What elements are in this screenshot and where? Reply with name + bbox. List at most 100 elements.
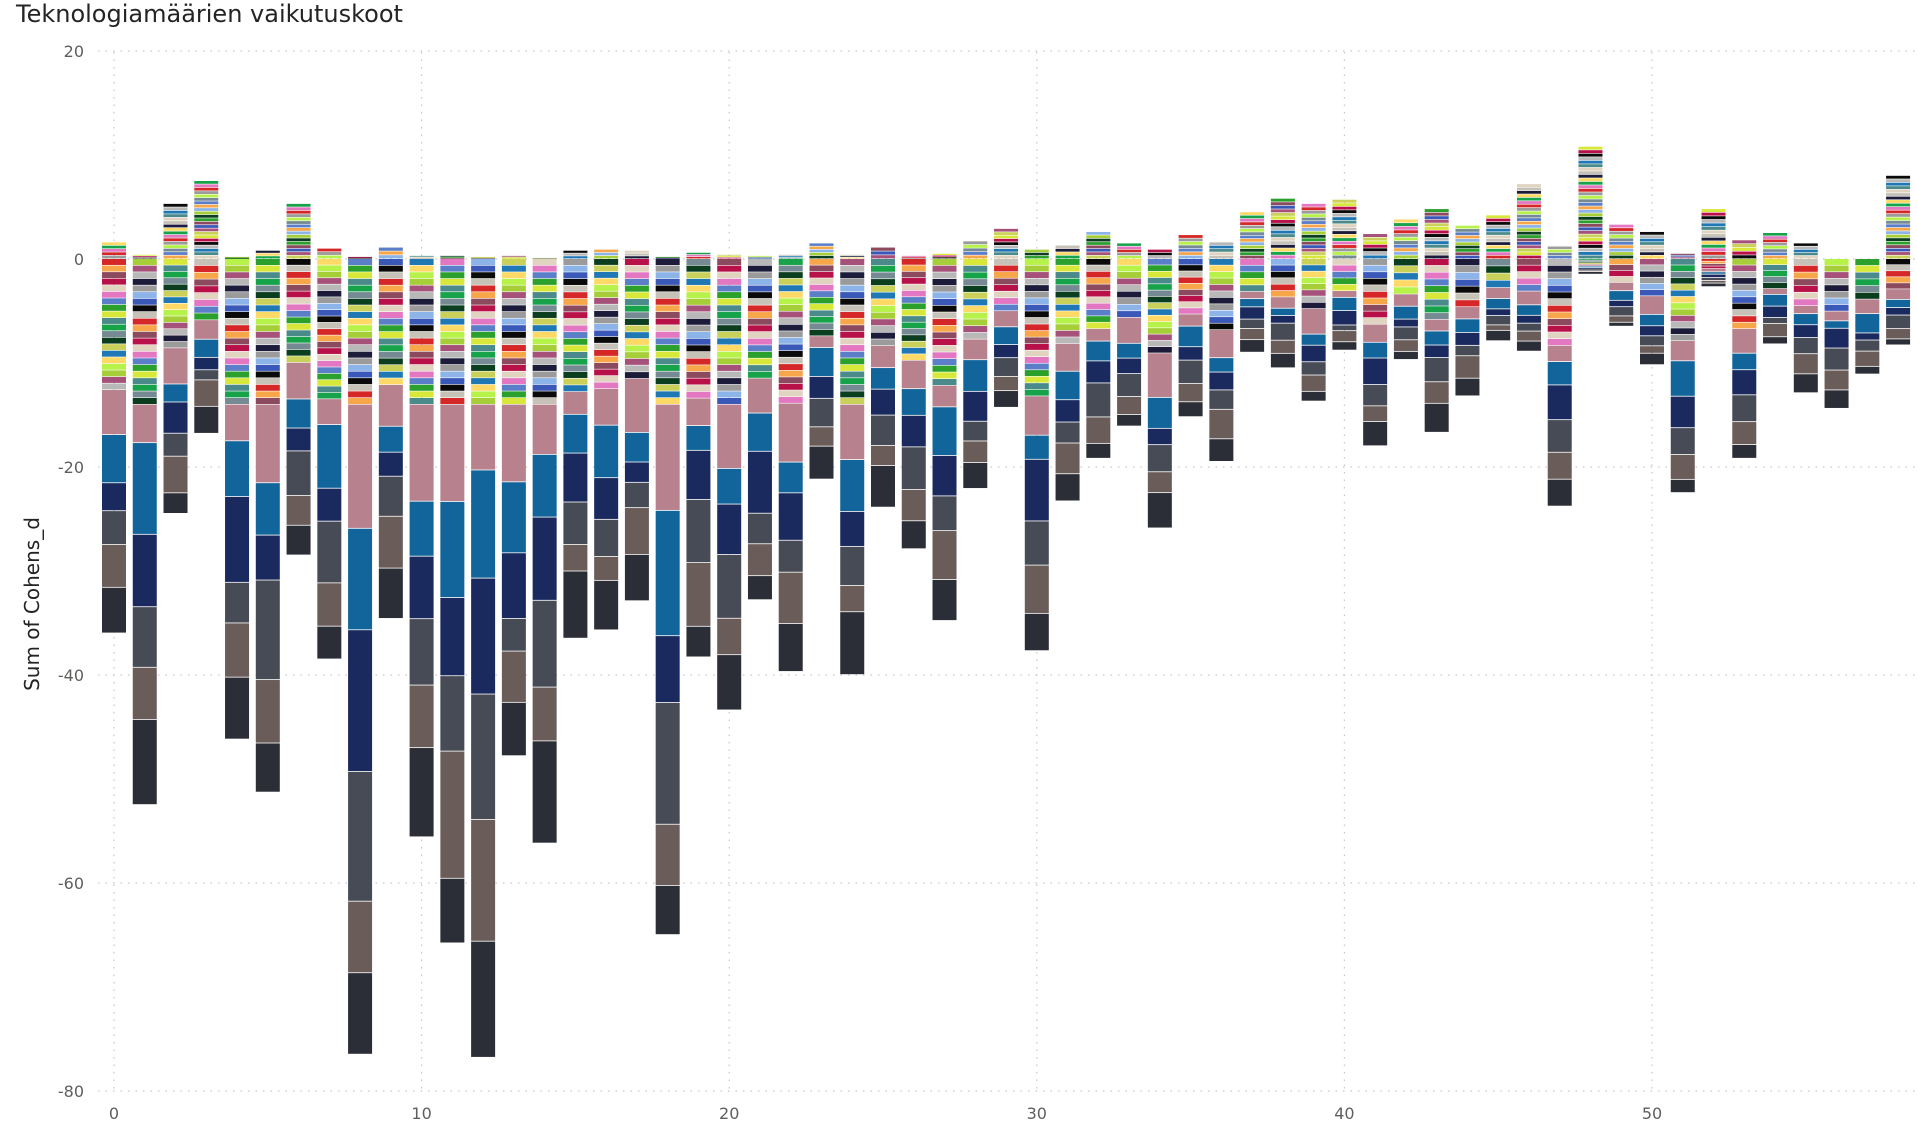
bar-segment-negative bbox=[1486, 298, 1511, 309]
bar-segment-negative bbox=[1732, 303, 1757, 310]
bar-segment-negative bbox=[1578, 270, 1603, 272]
bar-segment-negative bbox=[440, 384, 465, 391]
bar-segment-negative bbox=[255, 325, 280, 332]
bar-segment-positive bbox=[163, 214, 188, 218]
bar-segment-negative bbox=[409, 501, 434, 556]
bar-segment-negative bbox=[1086, 284, 1111, 291]
bar-segment-positive bbox=[1332, 252, 1357, 255]
bar-segment-negative bbox=[194, 380, 219, 406]
bar-segment-negative bbox=[871, 265, 895, 272]
bar-segment-negative bbox=[378, 318, 403, 325]
bar-segment-positive bbox=[1516, 255, 1541, 259]
bar-segment-positive bbox=[1086, 255, 1111, 259]
bar-segment-negative bbox=[871, 415, 895, 446]
bar-segment-negative bbox=[440, 364, 465, 371]
bar-segment-positive bbox=[1332, 217, 1357, 221]
bar-segment-negative bbox=[932, 299, 957, 306]
bar-segment-negative bbox=[594, 278, 619, 285]
bar-segment-negative bbox=[686, 398, 711, 426]
bar-segment-positive bbox=[809, 249, 834, 253]
bar-segment-negative bbox=[532, 358, 557, 365]
bar-segment-negative bbox=[655, 364, 680, 371]
bar-segment-negative bbox=[440, 501, 465, 598]
bar-segment-negative bbox=[1147, 472, 1172, 493]
bar-segment-positive bbox=[1886, 224, 1911, 228]
bar-segment-negative bbox=[1424, 292, 1449, 299]
bar-segment-negative bbox=[655, 885, 680, 935]
bar-segment-negative bbox=[1547, 338, 1572, 346]
bar-segment-negative bbox=[624, 365, 649, 372]
bar-segment-negative bbox=[1886, 307, 1911, 315]
bar-segment-negative bbox=[348, 325, 373, 332]
bar-segment-positive bbox=[1424, 223, 1449, 227]
bar-segment-negative bbox=[225, 582, 250, 623]
bar-segment-negative bbox=[747, 351, 772, 358]
bar-segment-negative bbox=[594, 284, 619, 291]
bar-segment-negative bbox=[348, 630, 373, 772]
bar-segment-negative bbox=[778, 337, 803, 344]
bar-segment-positive bbox=[378, 255, 403, 259]
bar-segment-positive bbox=[1117, 252, 1142, 256]
bar-segment-positive bbox=[1578, 164, 1603, 168]
bar-segment-negative bbox=[286, 323, 311, 330]
bar-segment-negative bbox=[1055, 337, 1080, 344]
bar-segment-negative bbox=[348, 338, 373, 345]
bar-segment-negative bbox=[501, 618, 526, 651]
bar-segment-positive bbox=[1240, 242, 1265, 246]
bar-segment-negative bbox=[655, 292, 680, 299]
bar-segment-negative bbox=[317, 271, 342, 278]
bar-segment-negative bbox=[501, 325, 526, 332]
bar-segment-negative bbox=[1209, 372, 1234, 390]
bar-segment-negative bbox=[378, 259, 403, 266]
bar-segment-positive bbox=[501, 257, 526, 259]
bar-segment-negative bbox=[409, 371, 434, 378]
bar-segment-negative bbox=[378, 426, 403, 452]
bar-segment-positive bbox=[686, 252, 711, 255]
bar-segment-negative bbox=[1547, 272, 1572, 279]
bar-segment-negative bbox=[532, 318, 557, 325]
bar-segment-positive bbox=[1270, 244, 1295, 248]
bar-segment-negative bbox=[932, 325, 957, 332]
bar-segment-negative bbox=[1547, 292, 1572, 299]
bar-segment-negative bbox=[102, 259, 126, 265]
bar-segment-negative bbox=[717, 292, 742, 299]
bar-segment-negative bbox=[1024, 259, 1049, 265]
bar-segment-negative bbox=[932, 407, 957, 456]
bar-segment-negative bbox=[963, 299, 988, 306]
bar-segment-positive bbox=[1609, 234, 1634, 238]
bar-segment-negative bbox=[255, 318, 280, 325]
bar-segment-negative bbox=[501, 259, 526, 266]
bar-segment-positive bbox=[163, 248, 188, 252]
bar-segment-negative bbox=[1886, 329, 1911, 339]
bar-segment-negative bbox=[1301, 362, 1326, 375]
bar-segment-negative bbox=[1147, 271, 1172, 278]
bar-segment-negative bbox=[102, 511, 126, 545]
bar-segment-positive bbox=[1455, 232, 1480, 236]
bar-segment-positive bbox=[1240, 252, 1265, 256]
bar-segment-negative bbox=[317, 626, 342, 659]
bar-segment-negative bbox=[594, 519, 619, 557]
bar-segment-negative bbox=[1640, 289, 1664, 296]
bar-segment-negative bbox=[963, 319, 988, 326]
bar-segment-negative bbox=[409, 391, 434, 398]
bar-segment-negative bbox=[1855, 314, 1880, 333]
bar-segment-negative bbox=[778, 462, 803, 493]
bar-segment-negative bbox=[1086, 259, 1111, 265]
bar-segment-negative bbox=[225, 331, 250, 338]
bar-segment-negative bbox=[594, 297, 619, 304]
bar-segment-negative bbox=[686, 365, 711, 372]
bar-segment-positive bbox=[1393, 233, 1418, 237]
bar-segment-negative bbox=[871, 319, 895, 326]
bar-segment-positive bbox=[1578, 199, 1603, 203]
bar-segment-negative bbox=[1793, 265, 1818, 272]
bar-segment-negative bbox=[809, 259, 834, 265]
bar-segment-negative bbox=[286, 278, 311, 285]
bar-segment-negative bbox=[624, 312, 649, 319]
bar-segment-positive bbox=[1332, 199, 1357, 203]
bar-segment-negative bbox=[348, 345, 373, 352]
bar-segment-negative bbox=[778, 285, 803, 292]
bar-segment-negative bbox=[840, 338, 865, 345]
bar-segment-negative bbox=[809, 323, 834, 330]
bar-segment-negative bbox=[840, 546, 865, 586]
bar-segment-negative bbox=[1670, 277, 1695, 284]
